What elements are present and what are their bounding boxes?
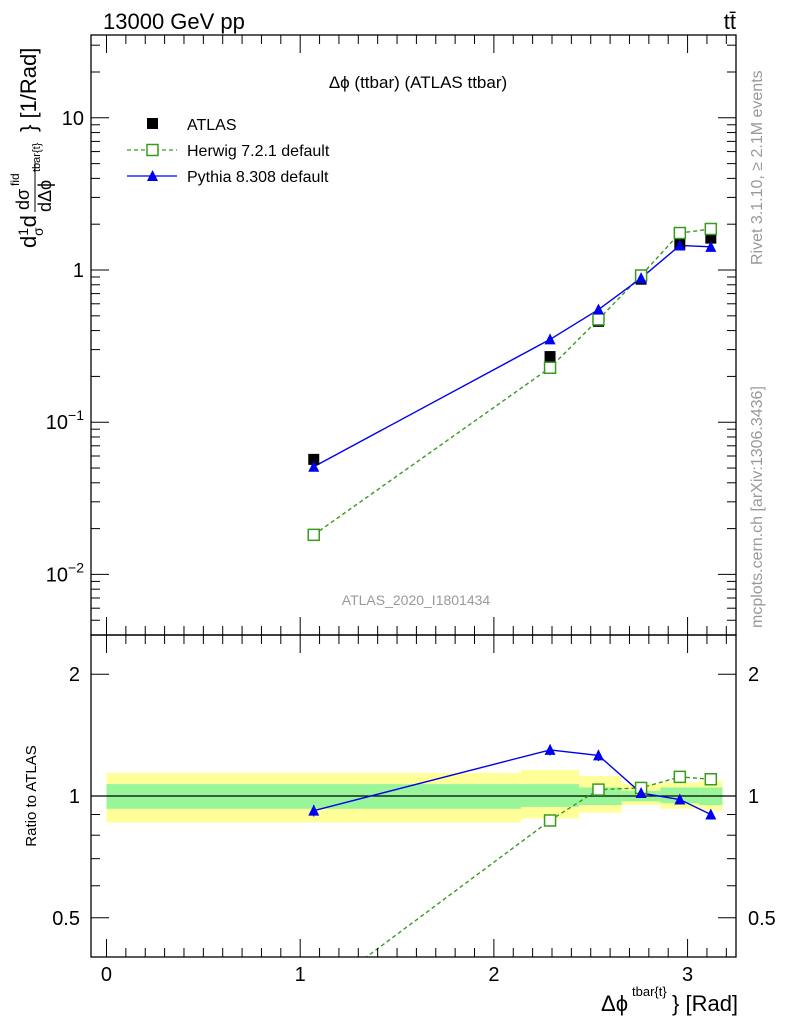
pythia-ratio-point — [308, 804, 320, 816]
pythia-point — [705, 240, 717, 252]
ratio-x-tick-label: 3 — [682, 964, 693, 986]
main-y-tick-label: 10−2 — [46, 559, 84, 586]
ylabel-numerator: dσ — [13, 189, 33, 210]
main-y-tick-base: 10 — [46, 412, 68, 434]
herwig-point — [704, 222, 718, 236]
main-y-tick-label: 10 — [62, 108, 84, 130]
main-y-label: d1σd dσ fid dΔϕ tbar{t} } [1/Rad] — [8, 48, 55, 248]
herwig-point — [592, 313, 605, 326]
ratio-y-tick-label-left: 1 — [69, 786, 80, 808]
herwig-line — [313, 228, 711, 536]
xlabel-main: Δϕ — [601, 991, 628, 1016]
plot-title: Δϕ (ttbar) (ATLAS ttbar) — [329, 73, 507, 92]
legend: ATLAS Herwig 7.2.1 default Pythia 8.308 … — [127, 117, 330, 186]
herwig-ratio-point — [704, 773, 718, 786]
ratio-y-tick-label-right: 1 — [748, 786, 759, 808]
rivet-label: Rivet 3.1.10, ≥ 2.1M events — [749, 70, 766, 265]
legend-marker-atlas — [147, 118, 158, 129]
ylabel-sigma: σ — [30, 227, 46, 236]
main-y-tick-label: 1 — [73, 260, 84, 282]
ratio-series-group — [308, 743, 718, 1002]
main-y-tick-exp: −1 — [68, 407, 84, 423]
ratio-y-tick-label-left: 2 — [69, 664, 80, 686]
main-y-tick-base: 10 — [46, 564, 68, 586]
ylabel-one: 1 — [15, 228, 31, 236]
pythia-line — [313, 244, 711, 468]
ratio-y-tick-label-left: 0.5 — [52, 908, 80, 930]
pythia-point — [308, 460, 320, 472]
pythia-ratio-point — [544, 743, 556, 755]
ratio-y-tick-label-right: 0.5 — [748, 908, 776, 930]
legend-marker-pythia — [147, 170, 158, 181]
legend-label-atlas: ATLAS — [187, 117, 237, 134]
ratio-x-tick-label: 1 — [295, 964, 306, 986]
ratio-x-tick-label: 2 — [488, 964, 499, 986]
pythia-point — [674, 239, 686, 251]
herwig-point — [307, 528, 320, 542]
xlabel-tail: } [Rad] — [672, 991, 738, 1016]
pythia-point — [544, 333, 556, 345]
atlas-point — [308, 453, 320, 465]
ratio-y-tick-label-right: 2 — [748, 664, 759, 686]
ylabel-denominator: dΔϕ — [35, 180, 55, 212]
herwig-ratio-point — [673, 770, 687, 784]
pythia-ratio-point — [705, 808, 717, 820]
svg-text:d1σd: d1σd — [15, 215, 46, 248]
ylabel-fid: fid — [8, 173, 22, 186]
herwig-ratio-point — [308, 991, 319, 1002]
pythia-ratio-point — [674, 793, 686, 805]
pythia-ratio-point — [592, 749, 604, 761]
atlas-point — [544, 351, 556, 363]
main-y-tick-base: 1 — [73, 260, 84, 282]
ratio-x-tick-label: 0 — [101, 964, 112, 986]
legend-label-herwig: Herwig 7.2.1 default — [187, 143, 330, 160]
herwig-point — [673, 226, 687, 240]
x-axis-label: Δϕ tbar{t} } [Rad] — [601, 984, 738, 1016]
atlas-point — [705, 232, 717, 244]
ratio-y-label: Ratio to ATLAS — [23, 745, 40, 846]
xlabel-sup: tbar{t} — [632, 984, 667, 999]
analysis-watermark: ATLAS_2020_I1801434 — [342, 592, 491, 608]
ylabel-unit: } [1/Rad] — [16, 48, 41, 132]
herwig-ratio-point — [543, 814, 557, 827]
legend-label-pythia: Pythia 8.308 default — [187, 169, 329, 186]
pythia-point — [635, 272, 647, 284]
ratio-axis-ticks: 2 2 1 1 0.5 0.5 0 1 2 3 — [52, 635, 776, 986]
pythia-ratio-point — [635, 787, 647, 799]
main-y-tick-exp: −2 — [68, 559, 84, 575]
mcplots-label: mcplots.cern.ch [arXiv:1306.3436] — [749, 386, 766, 628]
header-energy: 13000 GeV pp — [103, 9, 245, 34]
herwig-ratio-line — [365, 776, 711, 957]
main-plot-area — [307, 222, 718, 542]
ylabel-d2: d — [16, 215, 41, 227]
legend-marker-herwig — [146, 143, 159, 157]
herwig-point — [543, 361, 557, 374]
pythia-ratio-line — [313, 749, 712, 816]
ylabel-sub: tbar{t} — [31, 142, 43, 172]
herwig-ratio-point — [592, 783, 605, 796]
main-y-tick-base: 10 — [62, 108, 84, 130]
pythia-point — [592, 303, 604, 315]
ratio-plot-area — [91, 743, 736, 1002]
ylabel-d1: d — [16, 236, 41, 248]
header-process: tt̄ — [724, 9, 736, 34]
main-y-tick-label: 10−1 — [46, 407, 84, 434]
